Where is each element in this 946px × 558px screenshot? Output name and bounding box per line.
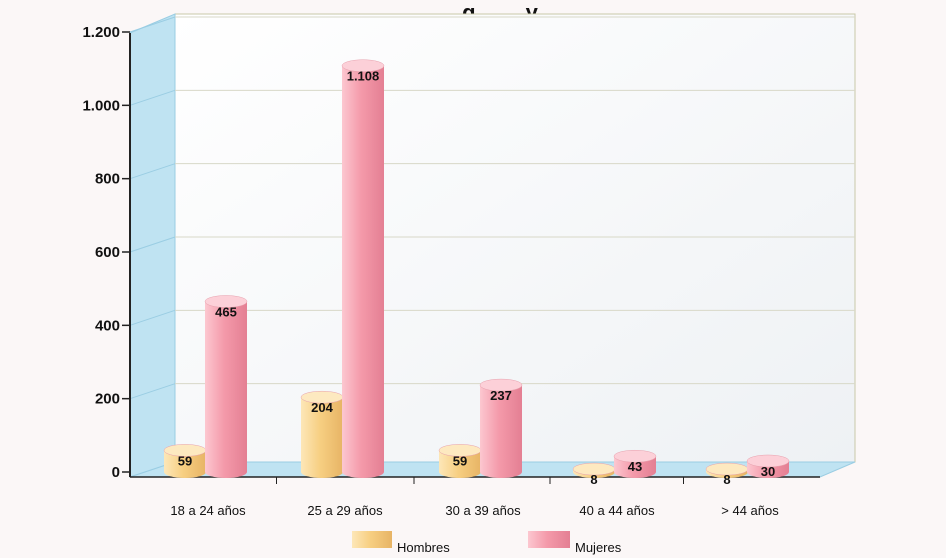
bar-body — [205, 302, 247, 473]
x-category-label: > 44 años — [721, 503, 779, 518]
bar-mujeres: 465 — [205, 296, 247, 479]
x-category-label: 18 a 24 años — [170, 503, 246, 518]
x-category-label: 30 a 39 años — [445, 503, 521, 518]
y-tick-label: 600 — [95, 244, 120, 261]
bar-base — [480, 466, 522, 478]
y-axis-ticks: 0 200 400 600 800 1.000 1.200 — [82, 24, 130, 481]
y-tick-label: 1.200 — [82, 24, 120, 41]
side-wall — [130, 14, 175, 477]
bar-value-label: 30 — [761, 464, 775, 479]
bar-value-label: 1.108 — [347, 69, 380, 84]
x-category-label: 40 a 44 años — [579, 503, 655, 518]
y-tick-label: 200 — [95, 391, 120, 408]
bar-hombres: 59 — [439, 444, 481, 478]
bar-base — [301, 466, 343, 478]
bar-value-label: 237 — [490, 388, 512, 403]
y-tick-label: 1.000 — [82, 97, 120, 114]
bar-mujeres: 1.108 — [342, 60, 384, 478]
y-tick-label: 800 — [95, 171, 120, 188]
bar-hombres: 8 — [573, 463, 615, 487]
legend-label-mujeres: Mujeres — [575, 540, 622, 555]
bar-mujeres: 30 — [747, 455, 789, 479]
bar-hombres: 8 — [706, 463, 748, 487]
x-category-label: 25 a 29 años — [307, 503, 383, 518]
bar-body — [342, 66, 384, 472]
x-axis-categories: 18 a 24 años 25 a 29 años 30 a 39 años 40 a… — [170, 477, 779, 518]
legend-swatch-mujeres — [528, 531, 570, 548]
legend-label-hombres: Hombres — [397, 540, 450, 555]
bar-hombres: 59 — [164, 444, 206, 478]
bar-mujeres: 237 — [480, 379, 522, 478]
y-tick-label: 0 — [112, 464, 120, 481]
bar-value-label: 43 — [628, 459, 642, 474]
bar-value-label: 204 — [311, 400, 333, 415]
bar-value-label: 465 — [215, 305, 237, 320]
bar-value-label: 8 — [590, 472, 597, 487]
legend-swatch-hombres — [352, 531, 392, 548]
bar-value-label: 59 — [453, 453, 467, 468]
bar-value-label: 59 — [178, 453, 192, 468]
bar-value-label: 8 — [723, 472, 730, 487]
bar-base — [342, 466, 384, 478]
bar-hombres: 204 — [301, 391, 343, 478]
bar-base — [205, 466, 247, 478]
legend: Hombres Mujeres — [352, 531, 622, 555]
y-tick-label: 400 — [95, 317, 120, 334]
bar-mujeres: 43 — [614, 450, 656, 478]
